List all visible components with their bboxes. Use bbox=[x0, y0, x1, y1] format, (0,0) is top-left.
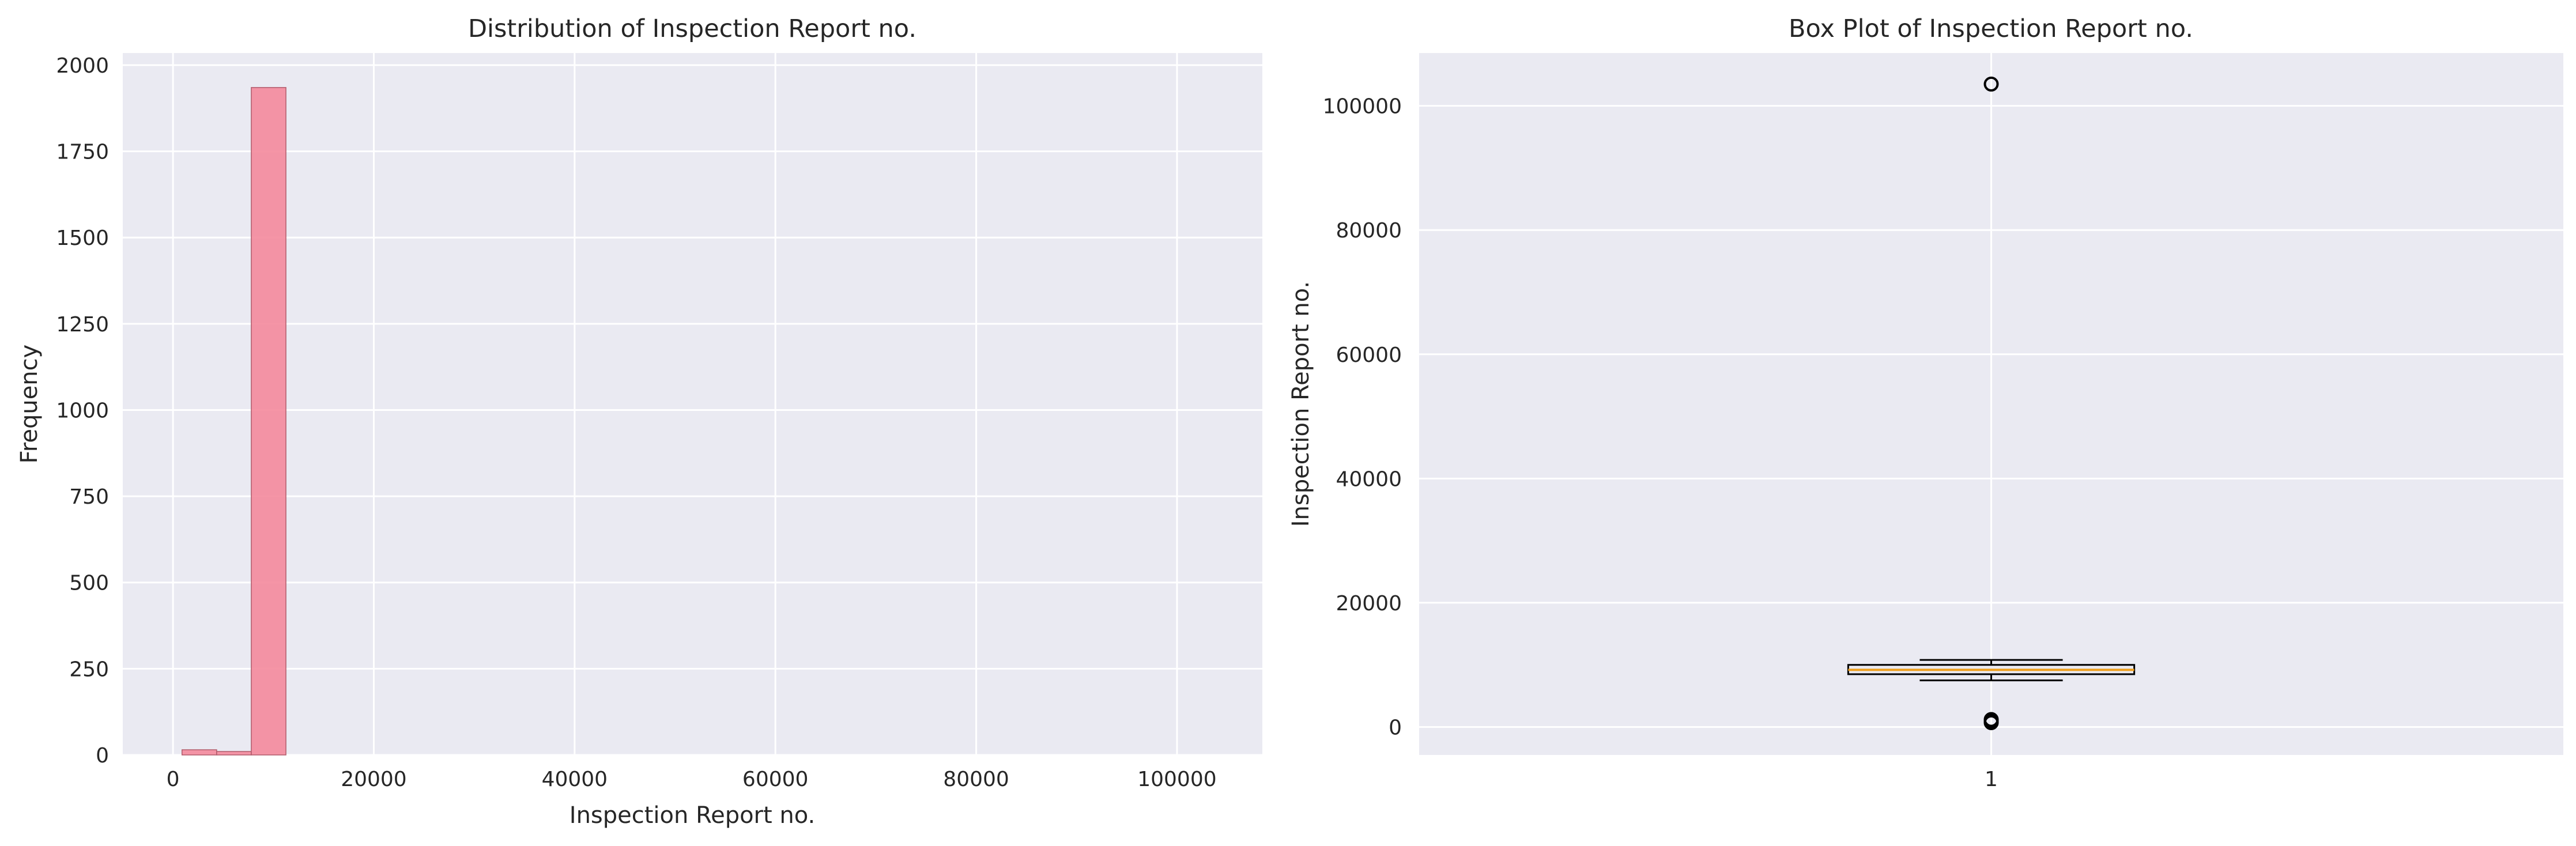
histogram-y-tick-label: 1750 bbox=[56, 141, 109, 164]
histogram-y-tick-label: 0 bbox=[96, 744, 109, 768]
histogram-x-tick-label: 20000 bbox=[341, 768, 407, 791]
histogram-y-axis-label: Frequency bbox=[16, 345, 43, 464]
boxplot-outlier bbox=[1983, 715, 1999, 730]
histogram-x-tick-label: 60000 bbox=[742, 768, 809, 791]
histogram-bar bbox=[216, 751, 252, 756]
boxplot-y-tick-label: 0 bbox=[1389, 716, 1402, 739]
boxplot-y-tick-label: 60000 bbox=[1336, 343, 1402, 367]
histogram-y-tick-label: 2000 bbox=[56, 54, 109, 78]
boxplot-y-tick-label: 100000 bbox=[1323, 95, 1402, 119]
boxplot-marks bbox=[1847, 76, 2136, 730]
boxplot-y-ticks: 0 20000 40000 60000 80000 100000 bbox=[1323, 95, 1402, 740]
boxplot-y-tick-label: 20000 bbox=[1336, 592, 1402, 615]
histogram-x-ticks: 0 20000 40000 60000 80000 100000 bbox=[167, 768, 1217, 791]
histogram-bar bbox=[182, 749, 217, 756]
histogram-bar bbox=[251, 87, 286, 756]
boxplot-panel: 1 0 20000 40000 60000 80000 100000 Box Plot o… bbox=[1288, 14, 2563, 791]
boxplot-outlier bbox=[1983, 76, 1999, 92]
histogram-plot-area bbox=[123, 53, 1262, 755]
boxplot-y-tick-label: 80000 bbox=[1336, 219, 1402, 243]
histogram-y-tick-label: 1500 bbox=[56, 226, 109, 250]
histogram-y-tick-label: 500 bbox=[69, 572, 109, 595]
boxplot-x-ticks: 1 bbox=[1985, 768, 1998, 791]
histogram-y-tick-label: 250 bbox=[69, 658, 109, 681]
histogram-x-tick-label: 100000 bbox=[1137, 768, 1216, 791]
boxplot-x-tick-label: 1 bbox=[1985, 768, 1998, 791]
boxplot-y-tick-label: 40000 bbox=[1336, 467, 1402, 491]
histogram-y-ticks: 0 250 500 750 1000 1250 1500 1750 2000 bbox=[56, 54, 109, 768]
histogram-y-tick-label: 1000 bbox=[56, 399, 109, 422]
boxplot-title: Box Plot of Inspection Report no. bbox=[1789, 14, 2193, 43]
histogram-x-axis-label: Inspection Report no. bbox=[569, 802, 815, 829]
histogram-panel: 0 20000 40000 60000 80000 100000 0 250 500 750 10… bbox=[16, 14, 1262, 829]
boxplot-y-axis-label: Inspection Report no. bbox=[1288, 281, 1314, 527]
histogram-title: Distribution of Inspection Report no. bbox=[468, 14, 917, 43]
histogram-x-tick-label: 40000 bbox=[542, 768, 608, 791]
histogram-bars bbox=[182, 87, 286, 756]
histogram-grid bbox=[123, 53, 1262, 756]
histogram-x-tick-label: 0 bbox=[167, 768, 180, 791]
histogram-y-tick-label: 1250 bbox=[56, 313, 109, 337]
boxplot-grid bbox=[1419, 53, 2563, 755]
histogram-x-tick-label: 80000 bbox=[943, 768, 1009, 791]
histogram-y-tick-label: 750 bbox=[69, 485, 109, 509]
